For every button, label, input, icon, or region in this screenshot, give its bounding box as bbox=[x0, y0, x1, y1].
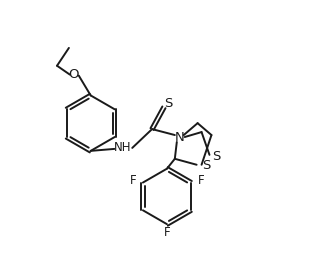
Text: N: N bbox=[175, 130, 185, 143]
Text: F: F bbox=[130, 174, 136, 187]
Text: S: S bbox=[202, 159, 211, 172]
Text: O: O bbox=[69, 68, 79, 81]
Text: S: S bbox=[212, 150, 221, 163]
Text: F: F bbox=[198, 174, 204, 187]
Text: F: F bbox=[164, 225, 170, 239]
Text: NH: NH bbox=[114, 142, 131, 154]
Text: S: S bbox=[164, 97, 172, 110]
